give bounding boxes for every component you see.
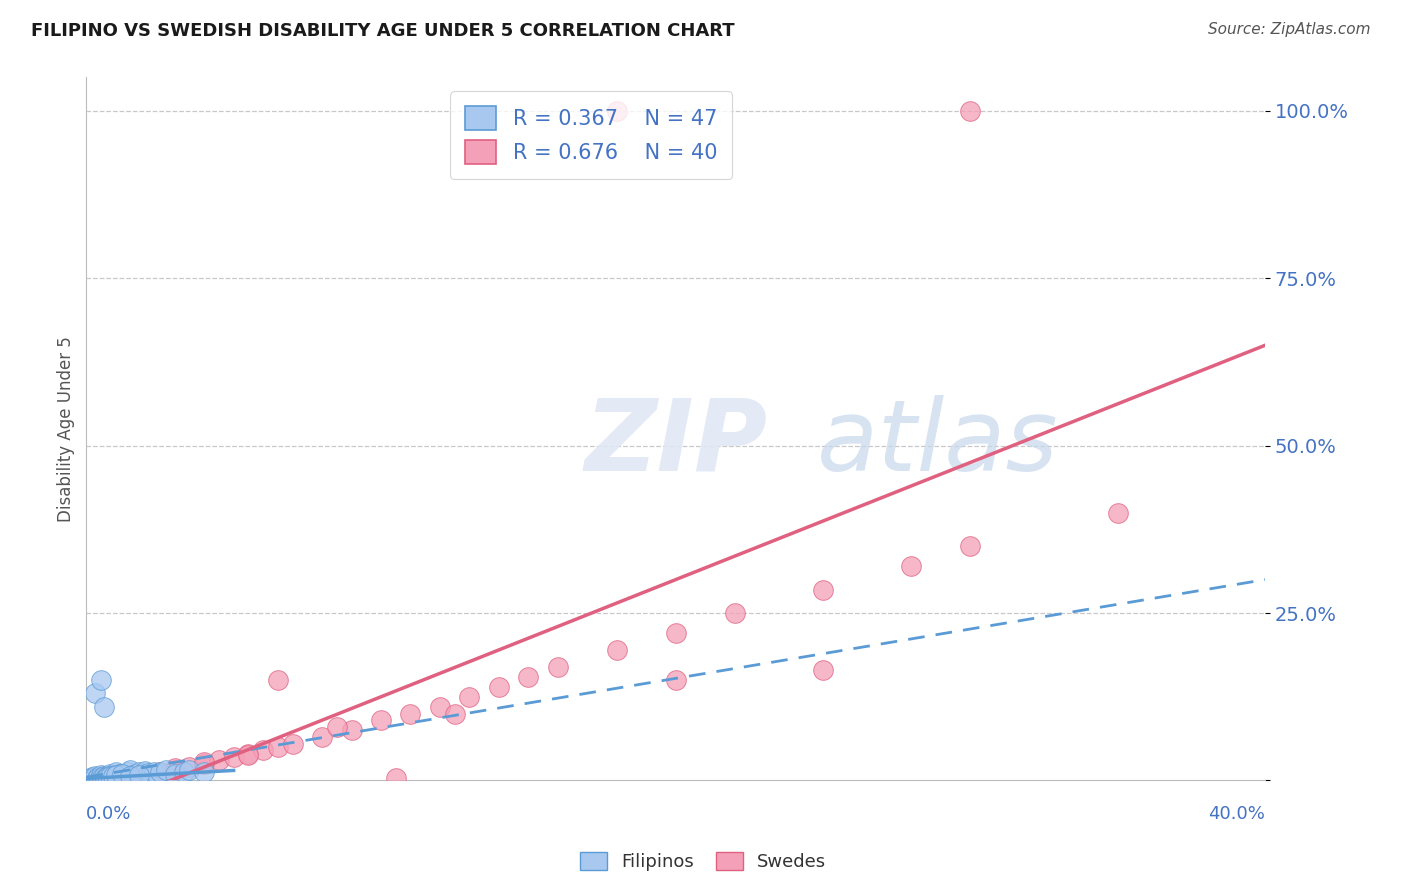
Point [488,680,510,694]
Point [665,673,688,687]
Point [134,766,156,780]
Point [96,769,118,783]
Text: 0.0%: 0.0% [86,805,132,823]
Point [90,768,112,782]
Point [238,747,260,761]
Point [117,765,139,780]
Point [900,559,922,574]
Point [723,606,745,620]
Point [98,769,121,783]
Point [120,769,142,783]
Point [84,686,107,700]
Point [120,764,142,778]
Point [665,626,688,640]
Point [173,764,195,779]
Point [139,767,162,781]
Point [222,750,245,764]
Point [87,770,110,784]
Text: Source: ZipAtlas.com: Source: ZipAtlas.com [1208,22,1371,37]
Point [281,737,304,751]
Text: 40.0%: 40.0% [1208,805,1265,823]
Point [606,103,628,118]
Point [1107,506,1129,520]
Point [90,772,112,786]
Point [149,765,172,780]
Point [86,772,108,786]
Point [111,766,134,780]
Point [149,765,172,780]
Point [193,755,215,769]
Point [370,713,392,727]
Point [104,770,127,784]
Text: atlas: atlas [817,394,1059,491]
Point [82,770,104,784]
Point [91,770,114,784]
Point [136,766,159,780]
Point [104,765,127,780]
Point [340,723,363,738]
Point [517,670,540,684]
Point [547,659,569,673]
Point [155,764,177,778]
Legend: Filipinos, Swedes: Filipinos, Swedes [572,845,834,879]
Point [90,673,112,687]
Point [83,771,105,785]
Point [429,699,451,714]
Point [208,753,231,767]
Point [163,766,186,780]
Point [252,743,274,757]
Point [134,764,156,778]
Point [959,103,981,118]
Point [128,768,150,782]
Point [811,663,834,677]
Point [89,771,111,785]
Point [134,768,156,782]
Point [458,690,481,704]
Point [120,768,142,782]
Point [101,768,124,782]
Text: FILIPINO VS SWEDISH DISABILITY AGE UNDER 5 CORRELATION CHART: FILIPINO VS SWEDISH DISABILITY AGE UNDER… [31,22,734,40]
Point [193,765,215,780]
Point [122,768,145,782]
Point [80,772,103,786]
Y-axis label: Disability Age Under 5: Disability Age Under 5 [58,336,75,522]
Point [131,767,153,781]
Point [238,747,260,762]
Point [399,706,422,721]
Point [267,739,290,754]
Point [93,699,115,714]
Point [105,769,128,783]
Point [959,539,981,553]
Point [179,760,201,774]
Point [179,764,201,778]
Point [606,643,628,657]
Point [97,770,120,784]
Point [143,764,166,779]
Point [94,771,117,785]
Point [93,769,115,783]
Text: ZIP: ZIP [585,394,768,491]
Point [443,706,465,721]
Point [311,730,333,744]
Point [384,771,406,785]
Point [96,770,118,784]
Point [84,769,107,783]
Point [163,761,186,775]
Point [101,769,124,783]
Point [111,767,134,781]
Legend: R = 0.367    N = 47, R = 0.676    N = 40: R = 0.367 N = 47, R = 0.676 N = 40 [450,91,733,179]
Point [267,673,290,687]
Point [104,768,127,782]
Point [811,582,834,597]
Point [128,765,150,780]
Point [163,764,186,778]
Point [193,756,215,771]
Point [100,769,122,783]
Point [125,766,148,780]
Point [107,767,129,781]
Point [326,720,349,734]
Point [114,768,136,782]
Point [98,766,121,780]
